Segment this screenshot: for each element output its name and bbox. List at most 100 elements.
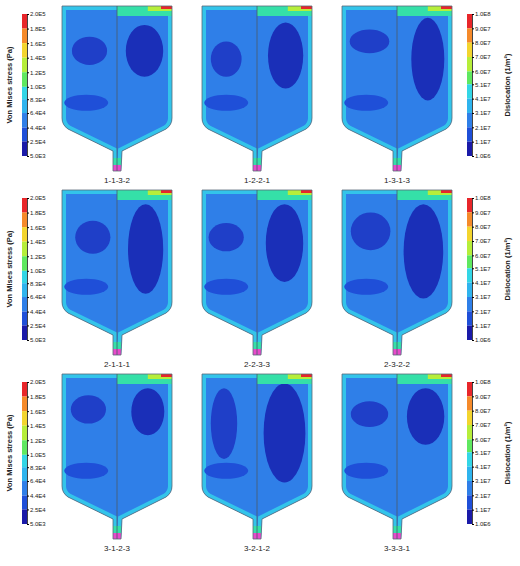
colorbar-band (22, 113, 27, 128)
tick-label: 8.0E7 (475, 224, 491, 230)
tick-mark (472, 411, 474, 412)
tick-mark (27, 113, 29, 114)
colorbar-band (467, 127, 472, 141)
tick: 8.3E4 (27, 97, 46, 103)
panel-label: 2-1-1-1 (104, 360, 130, 369)
field-region (301, 374, 312, 377)
tick: 5.0E3 (27, 521, 46, 527)
tick-mark (27, 283, 29, 284)
colorbar-band (467, 425, 472, 439)
axis-line (28, 383, 30, 525)
tick: 1.4E5 (27, 239, 46, 245)
tick-label: 2.1E7 (475, 125, 491, 131)
tick: 2.5E4 (27, 139, 46, 145)
tick-mark (472, 495, 474, 496)
panel-label: 1-3-1-3 (384, 176, 410, 185)
tick-label: 7.0E7 (475, 422, 491, 428)
tick-mark (472, 113, 474, 114)
colorbar-band (22, 128, 27, 142)
colorbar-band (467, 14, 472, 28)
field-base (202, 6, 312, 176)
tick-mark (27, 397, 29, 398)
tick-mark (27, 271, 29, 272)
tick: 1.8E5 (27, 26, 46, 32)
field-region (411, 18, 444, 101)
tick: 1.8E5 (27, 210, 46, 216)
tick: 4.1E7 (472, 280, 491, 286)
tick-label: 1.1E7 (475, 507, 491, 513)
tick-mark (472, 326, 474, 327)
colorbar-band (467, 439, 472, 452)
field-region (407, 388, 444, 445)
colorbar-band (22, 14, 27, 29)
tick: 2.5E4 (27, 323, 46, 329)
field-region (268, 23, 303, 89)
tick: 7.0E7 (472, 238, 491, 244)
tick-label: 9.0E7 (475, 394, 491, 400)
colorbar-title: Von Mises stress (Pa) (5, 414, 14, 491)
tick: 4.1E7 (472, 96, 491, 102)
colorbar-axis: 1.0E89.0E78.0E77.0E76.0E75.1E74.1E73.1E7… (472, 379, 491, 527)
panel-outline (202, 6, 312, 171)
tick-label: 6.0E7 (475, 69, 491, 75)
colorbar-band (22, 242, 27, 257)
panel-divider (117, 190, 118, 355)
colorbar-title: Von Mises stress (Pa) (5, 46, 14, 123)
tick: 6.4E4 (27, 294, 46, 300)
field-base (62, 190, 172, 360)
tick: 3.1E7 (472, 110, 491, 116)
tick-mark (27, 426, 29, 427)
field-region (131, 388, 164, 435)
colorbar-band (467, 495, 472, 509)
axis-line (28, 199, 30, 341)
tick: 1.1E7 (472, 323, 491, 329)
field-region (301, 6, 312, 9)
tick: 8.0E7 (472, 40, 491, 46)
field-region (148, 374, 172, 379)
tick-label: 1.1E7 (475, 323, 491, 329)
axis-line (473, 383, 475, 525)
colorbar-band (467, 396, 472, 410)
colorbar-band (467, 71, 472, 84)
tick: 6.0E7 (472, 253, 491, 259)
field-region (71, 395, 106, 423)
tick-label: 2.1E7 (475, 493, 491, 499)
panel-outline (202, 190, 312, 355)
colorbar-band (22, 198, 27, 213)
field-region (75, 221, 110, 254)
colorbar-band (22, 256, 27, 271)
field-base (202, 190, 312, 360)
colorbar-band (467, 142, 472, 156)
panel-divider (117, 6, 118, 171)
field-base (342, 6, 452, 176)
tick-mark (27, 496, 29, 497)
field-region (397, 190, 452, 200)
colorbar (22, 198, 27, 340)
panel-outline (62, 374, 172, 539)
tick-mark (27, 58, 29, 59)
tick-mark (27, 411, 29, 412)
field-region (204, 95, 248, 111)
colorbar (467, 382, 472, 524)
tick: 6.4E4 (27, 110, 46, 116)
tick-label: 4.4E4 (30, 309, 46, 315)
field-edge (342, 374, 452, 539)
colorbar-band (22, 496, 27, 510)
axis-line (473, 15, 475, 157)
colorbar-band (22, 325, 27, 340)
colorbar-band (467, 113, 472, 127)
field-edge (342, 6, 452, 171)
tick-mark (472, 14, 474, 15)
colorbar-band (22, 297, 27, 312)
colorbar-band (22, 141, 27, 156)
colorbar-band (22, 467, 27, 481)
tick-mark (27, 242, 29, 243)
tick: 2.1E7 (472, 493, 491, 499)
field-region (441, 190, 452, 193)
tick-label: 4.1E7 (475, 280, 491, 286)
panel-divider (257, 6, 258, 171)
tick-label: 3.1E7 (475, 294, 491, 300)
colorbar-band (467, 311, 472, 325)
tick-mark (27, 256, 29, 257)
field-edge (62, 6, 172, 171)
